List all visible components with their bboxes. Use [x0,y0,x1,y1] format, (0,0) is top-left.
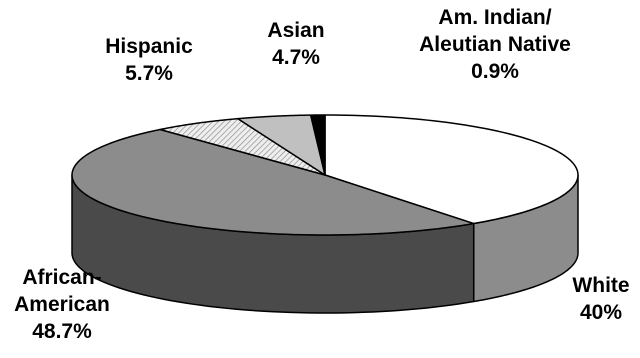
slice-asian [237,114,326,176]
label-line: Hispanic [105,35,193,58]
label-line: 5.7% [125,62,173,85]
label-hispanic: Hispanic 5.7% [105,35,193,85]
slice-labels: White 40% African- American 48.7% Hispanic 5.7… [14,6,629,343]
label-line: African- [22,266,101,289]
slice-african [71,128,475,236]
label-white: White 40% [572,274,629,324]
label-am-indian: Am. Indian/Aleutian Native 0.9% [419,6,571,83]
label-line: American [14,293,110,316]
label-line: Am. Indian/ [438,6,551,29]
label-african: African- American 48.7% [14,266,110,343]
pie-sides [71,174,579,314]
label-line: Asian [267,19,324,42]
label-line: White [572,274,629,297]
slice-hispanic [159,117,326,176]
label-asian: Asian 4.7% [267,19,324,69]
label-line: 40% [580,301,622,324]
pie-top-slices [71,114,579,236]
slice-white [324,114,579,225]
label-line: Aleutian Native [419,33,571,56]
label-line: 0.9% [471,60,519,83]
slice-am-indian [309,114,326,176]
label-line: 48.7% [32,320,92,343]
label-line: 4.7% [272,46,320,69]
